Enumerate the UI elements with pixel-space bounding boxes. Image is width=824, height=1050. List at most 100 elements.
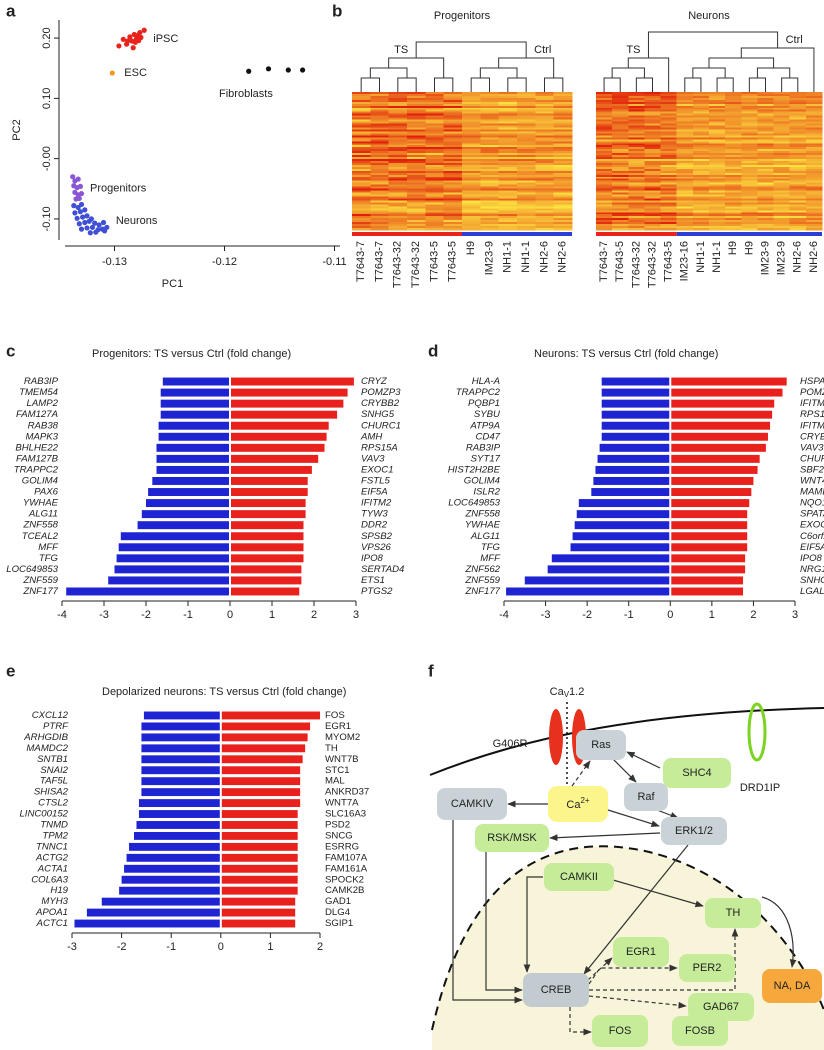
heatmap-cell [644,92,662,95]
heatmap-cell [757,151,775,154]
heatmap-cell [517,99,536,103]
heatmap-cell [805,139,823,142]
heatmap-cell [535,180,555,184]
heatmap-cell [628,145,645,148]
heatmap-cell [498,226,518,229]
heatmap-cell [709,194,726,197]
heatmap-cell [352,155,371,158]
bar [124,864,220,873]
gene-label: ZNF558 [22,520,58,531]
heatmap-cell [535,182,555,186]
channel-suffix: 1.2 [569,686,584,698]
heatmap-cell [676,117,694,121]
heatmap-cell [789,166,807,170]
dendrogram-link [692,67,726,78]
gene-label: HLA-A [472,376,500,387]
heatmap-cell [644,186,662,190]
heatmap-cell [480,164,500,168]
heatmap-cell [789,109,807,113]
arrow [587,957,613,981]
heatmap-cell [612,182,629,186]
heatmap-cell [535,145,555,148]
heatmap-cell [709,202,726,205]
heatmap-cell [773,121,791,125]
heatmap-cell [628,123,645,127]
heatmap-cell [370,123,390,127]
heatmap-cell [553,129,573,132]
heatmap-cell [370,214,390,217]
heatmap-cell [370,149,390,152]
heatmap-cell [443,194,463,197]
heatmap-cell [535,228,555,231]
heatmap-cell [789,180,807,184]
heatmap-cell [757,208,775,211]
heatmap-cell [596,92,613,95]
bar [136,821,220,829]
heatmap-cell [498,137,518,140]
heatmap-cell [517,180,536,184]
heatmap-cell [352,111,371,115]
heatmap-cell [741,145,758,148]
heatmap-cell [628,170,645,174]
heatmap-cell [725,105,742,109]
heatmap-cell [612,208,629,211]
heatmap-cell [535,99,555,103]
heatmap-cell [352,212,371,215]
heatmap-cell [352,164,371,168]
gene-label: IPO8 [800,553,823,564]
heatmap-cell [725,226,742,229]
heatmap-cell [725,127,742,130]
heatmap-cell [553,131,573,134]
heatmap-cell [535,149,555,152]
heatmap-cell [725,162,742,166]
heatmap-cell [676,149,694,152]
heatmap-cell [612,92,629,95]
heatmap-cell [596,93,613,97]
data-point [125,38,131,44]
heatmap-cell [443,149,463,152]
pathway-node-label: ERK1/2 [675,825,713,837]
heatmap-cell [535,166,555,170]
heatmap-cell [517,105,536,109]
heatmap-cell [480,194,500,197]
heatmap-cell [676,194,694,197]
heatmap-cell [535,133,555,136]
heatmap-cell [352,176,371,180]
heatmap-cell [789,218,807,221]
heatmap-cell [741,149,758,152]
heatmap-cell [692,143,710,146]
heatmap-title: Neurons [688,10,730,22]
gene-label: ALG11 [28,509,58,520]
heatmap-cell [535,164,555,168]
heatmap-cell [805,149,823,152]
gene-label: CD47 [475,431,500,442]
heatmap-cell [709,137,726,140]
heatmap-cell [725,117,742,121]
heatmap-cell [709,157,726,160]
heatmap-cell [725,176,742,180]
heatmap-cell [612,153,629,156]
heatmap-cell [676,178,694,182]
heatmap-cell [407,204,426,207]
heatmap-cell [352,159,371,162]
heatmap-cell [676,182,694,186]
heatmap-cell [425,119,445,123]
heatmap-cell [443,208,463,211]
heatmap-cell [480,161,500,164]
heatmap-cell [789,131,807,134]
bar [231,532,304,541]
heatmap-cell [789,188,807,192]
heatmap-cell [644,137,662,140]
heatmap-cell [370,101,390,105]
heatmap-cell [660,200,678,203]
heatmap-cell [741,92,758,95]
heatmap-cell [676,127,694,130]
heatmap-cell [692,184,710,188]
data-point [82,219,88,226]
bar [231,465,312,474]
heatmap-cell [553,190,573,194]
heatmap-cell [773,208,791,211]
heatmap-cell [553,188,573,192]
heatmap-cell [741,93,758,97]
heatmap-cell [628,182,645,186]
